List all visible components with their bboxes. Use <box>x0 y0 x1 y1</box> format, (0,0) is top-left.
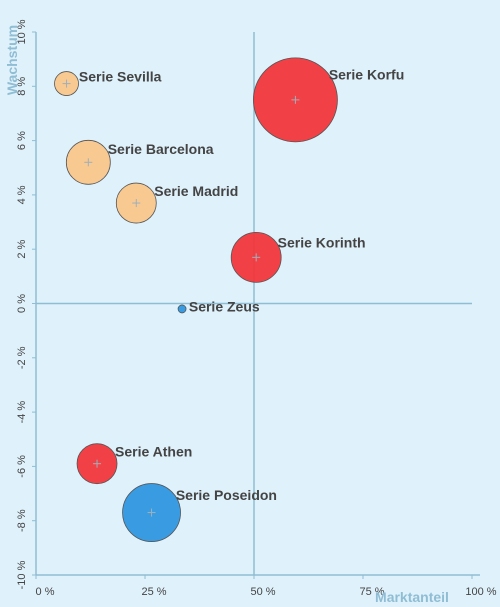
y-tick-label: 6 % <box>16 131 28 150</box>
y-tick-label: -10 % <box>16 560 28 589</box>
bubble-label: Serie Korfu <box>329 67 404 83</box>
bubble-label: Serie Poseidon <box>176 487 277 503</box>
bubble-label: Serie Sevilla <box>79 68 162 84</box>
x-tick-label: 50 % <box>250 586 275 598</box>
chart-bubble-labels: Serie Sevilla Serie Barcelona Serie Madrid… <box>79 67 404 503</box>
chart-bubbles <box>54 57 338 542</box>
bubble <box>177 304 187 314</box>
chart-axes: 10 % 8 % 6 % 4 % 2 % 0 % -2 % -4 % -6 % -8 % -10 %… <box>16 19 497 598</box>
x-tick-label: 0 % <box>36 586 55 598</box>
bubble-label: Serie Zeus <box>189 299 260 315</box>
y-tick-label: 8 % <box>16 77 28 96</box>
x-axis-title: Marktanteil <box>375 589 449 605</box>
y-axis-title: Wachstum <box>4 25 20 95</box>
y-tick-label: -4 % <box>16 401 28 424</box>
x-tick-label: 100 % <box>465 586 496 598</box>
bubble-label: Serie Korinth <box>278 234 366 250</box>
bubble-label: Serie Madrid <box>154 183 238 199</box>
bubble-label: Serie Barcelona <box>108 141 214 157</box>
bubble-label: Serie Athen <box>115 444 192 460</box>
y-tick-label: 0 % <box>16 294 28 313</box>
y-tick-label: 10 % <box>16 19 28 44</box>
y-tick-label: 2 % <box>16 240 28 259</box>
y-tick-label: -2 % <box>16 346 28 369</box>
y-tick-label: 4 % <box>16 185 28 204</box>
y-tick-label: -6 % <box>16 455 28 478</box>
y-tick-label: -8 % <box>16 509 28 532</box>
x-tick-label: 25 % <box>141 586 166 598</box>
x-tick-label: 75 % <box>359 586 384 598</box>
